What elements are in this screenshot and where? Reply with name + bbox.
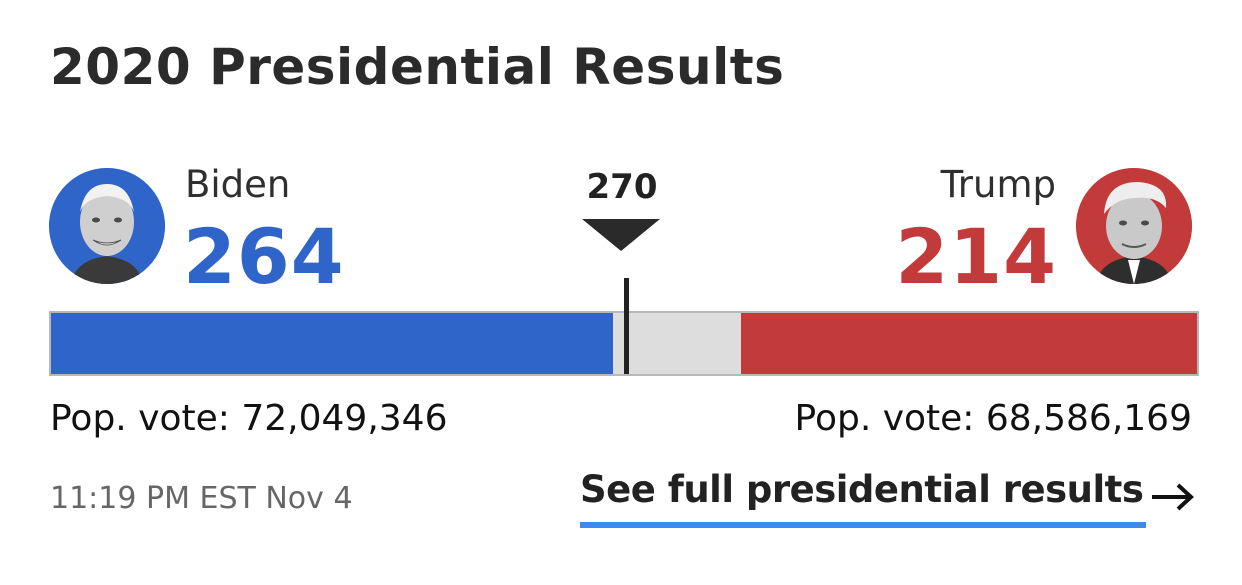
trump-bar-fill bbox=[741, 313, 1197, 374]
threshold-down-arrow-icon bbox=[582, 219, 660, 251]
biden-electoral-votes: 264 bbox=[183, 212, 345, 301]
biden-name: Biden bbox=[185, 163, 291, 206]
page-title: 2020 Presidential Results bbox=[50, 38, 785, 96]
updated-timestamp: 11:19 PM EST Nov 4 bbox=[50, 481, 353, 516]
electoral-vote-bar bbox=[49, 311, 1199, 376]
see-full-results-link[interactable]: See full presidential results bbox=[580, 468, 1144, 511]
biden-popular-vote: Pop. vote: 72,049,346 bbox=[50, 398, 448, 439]
trump-popular-vote: Pop. vote: 68,586,169 bbox=[794, 398, 1192, 439]
arrow-right-icon[interactable] bbox=[1150, 470, 1196, 516]
trump-name: Trump bbox=[940, 163, 1056, 206]
threshold-label: 270 bbox=[586, 167, 658, 207]
trump-avatar bbox=[1076, 168, 1192, 284]
trump-electoral-votes: 214 bbox=[895, 212, 1057, 301]
biden-avatar bbox=[49, 168, 165, 284]
threshold-marker-line bbox=[624, 278, 630, 374]
biden-bar-fill bbox=[51, 313, 614, 374]
biden-portrait-icon bbox=[49, 168, 165, 284]
link-underline bbox=[580, 522, 1146, 528]
trump-portrait-icon bbox=[1076, 168, 1192, 284]
